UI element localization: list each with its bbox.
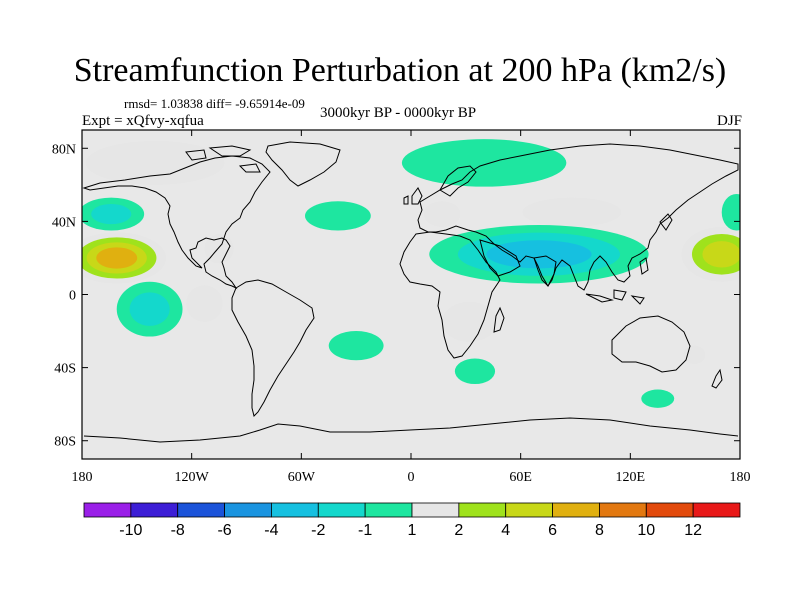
colorbar-label: 4	[501, 522, 510, 539]
colorbar-label: 12	[684, 522, 702, 539]
anomaly-w-pacific-low	[721, 193, 740, 231]
anomaly-s-indian-low	[454, 358, 496, 385]
colorbar-label: -8	[171, 522, 185, 539]
anomaly-e-pacific-low	[116, 281, 183, 337]
coast-canada-islands	[185, 145, 261, 173]
period-label: 3000kyr BP - 0000kyr BP	[320, 105, 477, 121]
anomaly-europe-high	[423, 201, 461, 227]
coastlines	[82, 141, 739, 443]
colorbar-box	[83, 502, 132, 518]
colorbar-box	[224, 502, 272, 518]
anomaly-level	[85, 140, 225, 185]
anomaly-level	[304, 201, 371, 231]
lon-tick-label: 120W	[175, 470, 210, 485]
anomaly-n-pacific-north	[85, 140, 225, 185]
colorbar-box	[599, 502, 647, 518]
anomaly-indian-ocean-low	[429, 225, 649, 284]
lat-tick-label: 40N	[52, 215, 76, 230]
anomaly-arctic-siberia-low	[401, 139, 567, 187]
colorbar-box	[505, 502, 553, 518]
coast-africa	[399, 231, 501, 359]
lon-tick-label: 0	[408, 470, 415, 485]
coast-antarctica	[83, 417, 739, 443]
anomaly-e-pacific-south-high	[186, 285, 223, 322]
anomaly-southern-ocean-low	[641, 389, 675, 408]
colorbar-box	[411, 502, 460, 518]
anomaly-level	[641, 389, 675, 408]
anomaly-australia-high	[683, 345, 706, 364]
coast-scandinavia	[439, 165, 477, 197]
colorbar-label: 8	[595, 522, 604, 539]
colorbar-box	[130, 502, 179, 518]
anomaly-level	[522, 197, 622, 227]
lat-tick-label: 0	[69, 289, 76, 304]
coast-north-america	[82, 155, 271, 290]
colorbar-label: -6	[217, 522, 231, 539]
coast-greenland	[265, 141, 341, 187]
experiment-label: Expt = xQfvy-xqfua	[82, 113, 204, 129]
anomaly-level	[486, 240, 592, 269]
colorbar-box	[552, 502, 600, 518]
plot-title: Streamfunction Perturbation at 200 hPa (…	[73, 52, 727, 89]
coast-indonesia	[585, 289, 645, 305]
colorbar-label: -4	[264, 522, 278, 539]
anomaly-level	[442, 301, 497, 343]
coast-arabia	[479, 239, 521, 277]
lon-tick-label: 60E	[509, 470, 532, 485]
anomaly-n-pacific-west-blob	[82, 197, 145, 231]
lon-tick-label: 60W	[288, 470, 316, 485]
colorbar-label: 1	[408, 522, 417, 539]
anomaly-s-atlantic-low	[328, 331, 384, 361]
colorbar-label: -2	[311, 522, 325, 539]
colorbar-box	[317, 502, 366, 518]
anomaly-level	[96, 247, 138, 269]
anomaly-level	[186, 285, 223, 322]
lat-tick-label: 40S	[54, 362, 76, 377]
anomaly-asia-high	[522, 197, 622, 227]
anomaly-central-pacific-high	[82, 232, 167, 284]
anomaly-east-africa-high	[442, 301, 497, 343]
lon-tick-label: 180	[72, 470, 93, 485]
anomaly-level	[683, 345, 706, 364]
coast-eurasia	[417, 143, 739, 291]
lat-tick-label: 80S	[54, 435, 76, 450]
anomaly-level	[702, 241, 740, 268]
coast-india	[533, 255, 557, 287]
colorbar-box	[271, 502, 319, 518]
coast-british-isles	[403, 187, 423, 205]
colorbar: -10 -8 -6 -4 -2 -1 1 2 4 6 8 10 12	[83, 502, 741, 539]
colorbar-label: 2	[454, 522, 463, 539]
season-label: DJF	[716, 113, 742, 129]
anomaly-level	[721, 193, 740, 231]
colorbar-label: 6	[548, 522, 557, 539]
anomaly-level	[328, 331, 384, 361]
coast-south-america	[231, 279, 315, 417]
anomaly-level	[129, 292, 170, 326]
lon-tick-label: 180	[730, 470, 751, 485]
colorbar-box	[645, 502, 694, 518]
map-axes: 80N 40N 0 40S 80S 180 120W 60W 0 60E 120E 180	[52, 130, 751, 485]
coast-japan	[639, 213, 673, 275]
coast-new-zealand	[711, 368, 723, 389]
colorbar-label: -1	[358, 522, 372, 539]
lon-tick-label: 120E	[616, 470, 646, 485]
anomaly-level	[454, 358, 496, 385]
anomaly-level	[423, 201, 461, 227]
colorbar-label: -10	[119, 522, 142, 539]
rmsd-stats: rmsd= 1.03838 diff= -9.65914e-09	[124, 96, 305, 111]
anomaly-n-atlantic-low	[304, 201, 371, 231]
colorbar-box	[692, 502, 741, 518]
colorbar-box	[177, 502, 225, 518]
colorbar-box	[364, 502, 413, 518]
colorbar-box	[458, 502, 507, 518]
colorbar-label: 10	[637, 522, 655, 539]
coast-australia	[611, 315, 691, 373]
anomaly-level	[401, 139, 567, 187]
coast-madagascar	[493, 306, 505, 333]
anomaly-level	[91, 204, 132, 225]
lat-tick-label: 80N	[52, 142, 76, 157]
anomaly-w-pacific-high	[681, 226, 740, 282]
